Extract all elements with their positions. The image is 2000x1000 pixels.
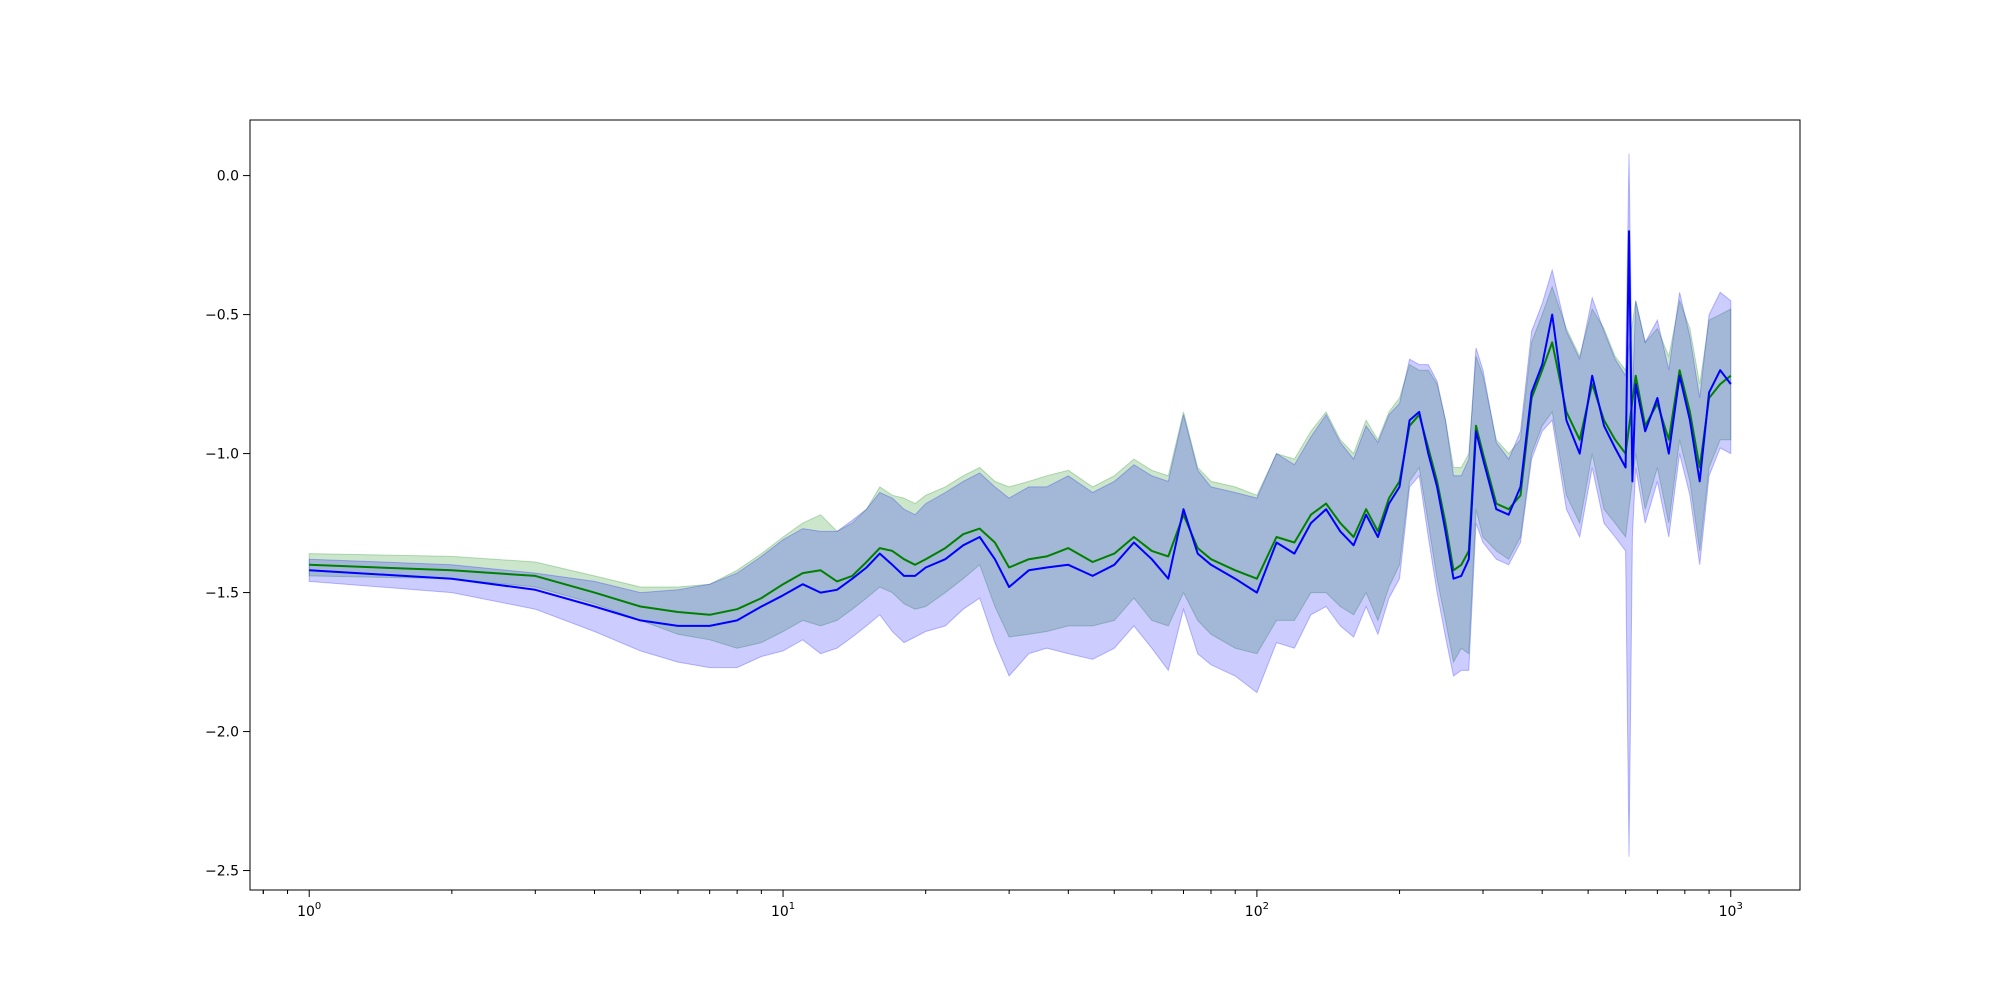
- x-axis: 100 101 102 103: [262, 890, 1743, 920]
- series-1-band: [308, 153, 1732, 857]
- confidence-bands: [308, 153, 1732, 857]
- y-tick-label: −2.0: [205, 725, 239, 741]
- y-tick-label: 0.0: [217, 169, 239, 185]
- y-tick-label: −1.5: [205, 586, 239, 602]
- series-lines: [309, 230, 1732, 627]
- series-1-line: [309, 230, 1732, 627]
- y-tick-label: −2.5: [205, 864, 239, 880]
- x-tick-label: 100: [297, 901, 321, 920]
- y-axis: 0.0 −0.5 −1.0 −1.5 −2.0 −2.5: [205, 169, 250, 880]
- x-tick-label: 101: [771, 901, 795, 920]
- y-tick-label: −0.5: [205, 308, 239, 324]
- x-tick-label: 102: [1245, 901, 1269, 920]
- series-0-band: [308, 285, 1732, 664]
- plot-frame: [249, 119, 1801, 891]
- y-tick-label: −1.0: [205, 447, 239, 463]
- x-tick-label: 103: [1719, 901, 1743, 920]
